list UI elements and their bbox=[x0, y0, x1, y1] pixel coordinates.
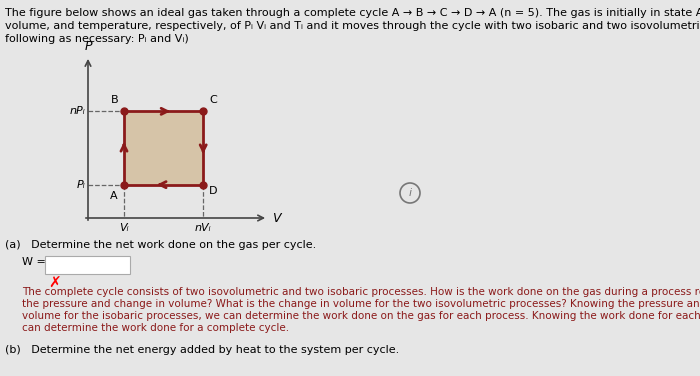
Text: (b)   Determine the net energy added by heat to the system per cycle.: (b) Determine the net energy added by he… bbox=[5, 345, 399, 355]
Text: the pressure and change in volume? What is the change in volume for the two isov: the pressure and change in volume? What … bbox=[22, 299, 700, 309]
Bar bbox=[124, 111, 203, 185]
Text: i: i bbox=[408, 188, 412, 198]
FancyBboxPatch shape bbox=[45, 256, 130, 274]
Text: nVᵢ: nVᵢ bbox=[195, 223, 211, 233]
Text: V: V bbox=[272, 211, 281, 224]
Text: can determine the work done for a complete cycle.: can determine the work done for a comple… bbox=[22, 323, 289, 333]
Text: nPᵢ: nPᵢ bbox=[69, 106, 85, 116]
Text: volume, and temperature, respectively, of Pᵢ Vᵢ and Tᵢ and it moves through the : volume, and temperature, respectively, o… bbox=[5, 21, 700, 31]
Text: Vᵢ: Vᵢ bbox=[119, 223, 129, 233]
Text: Pᵢ: Pᵢ bbox=[76, 180, 85, 190]
Text: (a)   Determine the net work done on the gas per cycle.: (a) Determine the net work done on the g… bbox=[5, 240, 316, 250]
Text: following as necessary: Pᵢ and Vᵢ): following as necessary: Pᵢ and Vᵢ) bbox=[5, 34, 189, 44]
Text: B: B bbox=[111, 96, 118, 105]
Text: P: P bbox=[84, 40, 92, 53]
Text: C: C bbox=[209, 96, 217, 105]
Text: D: D bbox=[209, 186, 218, 197]
Text: The figure below shows an ideal gas taken through a complete cycle A → B → C → D: The figure below shows an ideal gas take… bbox=[5, 8, 700, 18]
Text: volume for the isobaric processes, we can determine the work done on the gas for: volume for the isobaric processes, we ca… bbox=[22, 311, 700, 321]
Text: ✗: ✗ bbox=[48, 276, 61, 291]
Text: The complete cycle consists of two isovolumetric and two isobaric processes. How: The complete cycle consists of two isovo… bbox=[22, 287, 700, 297]
Text: A: A bbox=[111, 191, 118, 201]
Text: W =: W = bbox=[22, 257, 46, 267]
